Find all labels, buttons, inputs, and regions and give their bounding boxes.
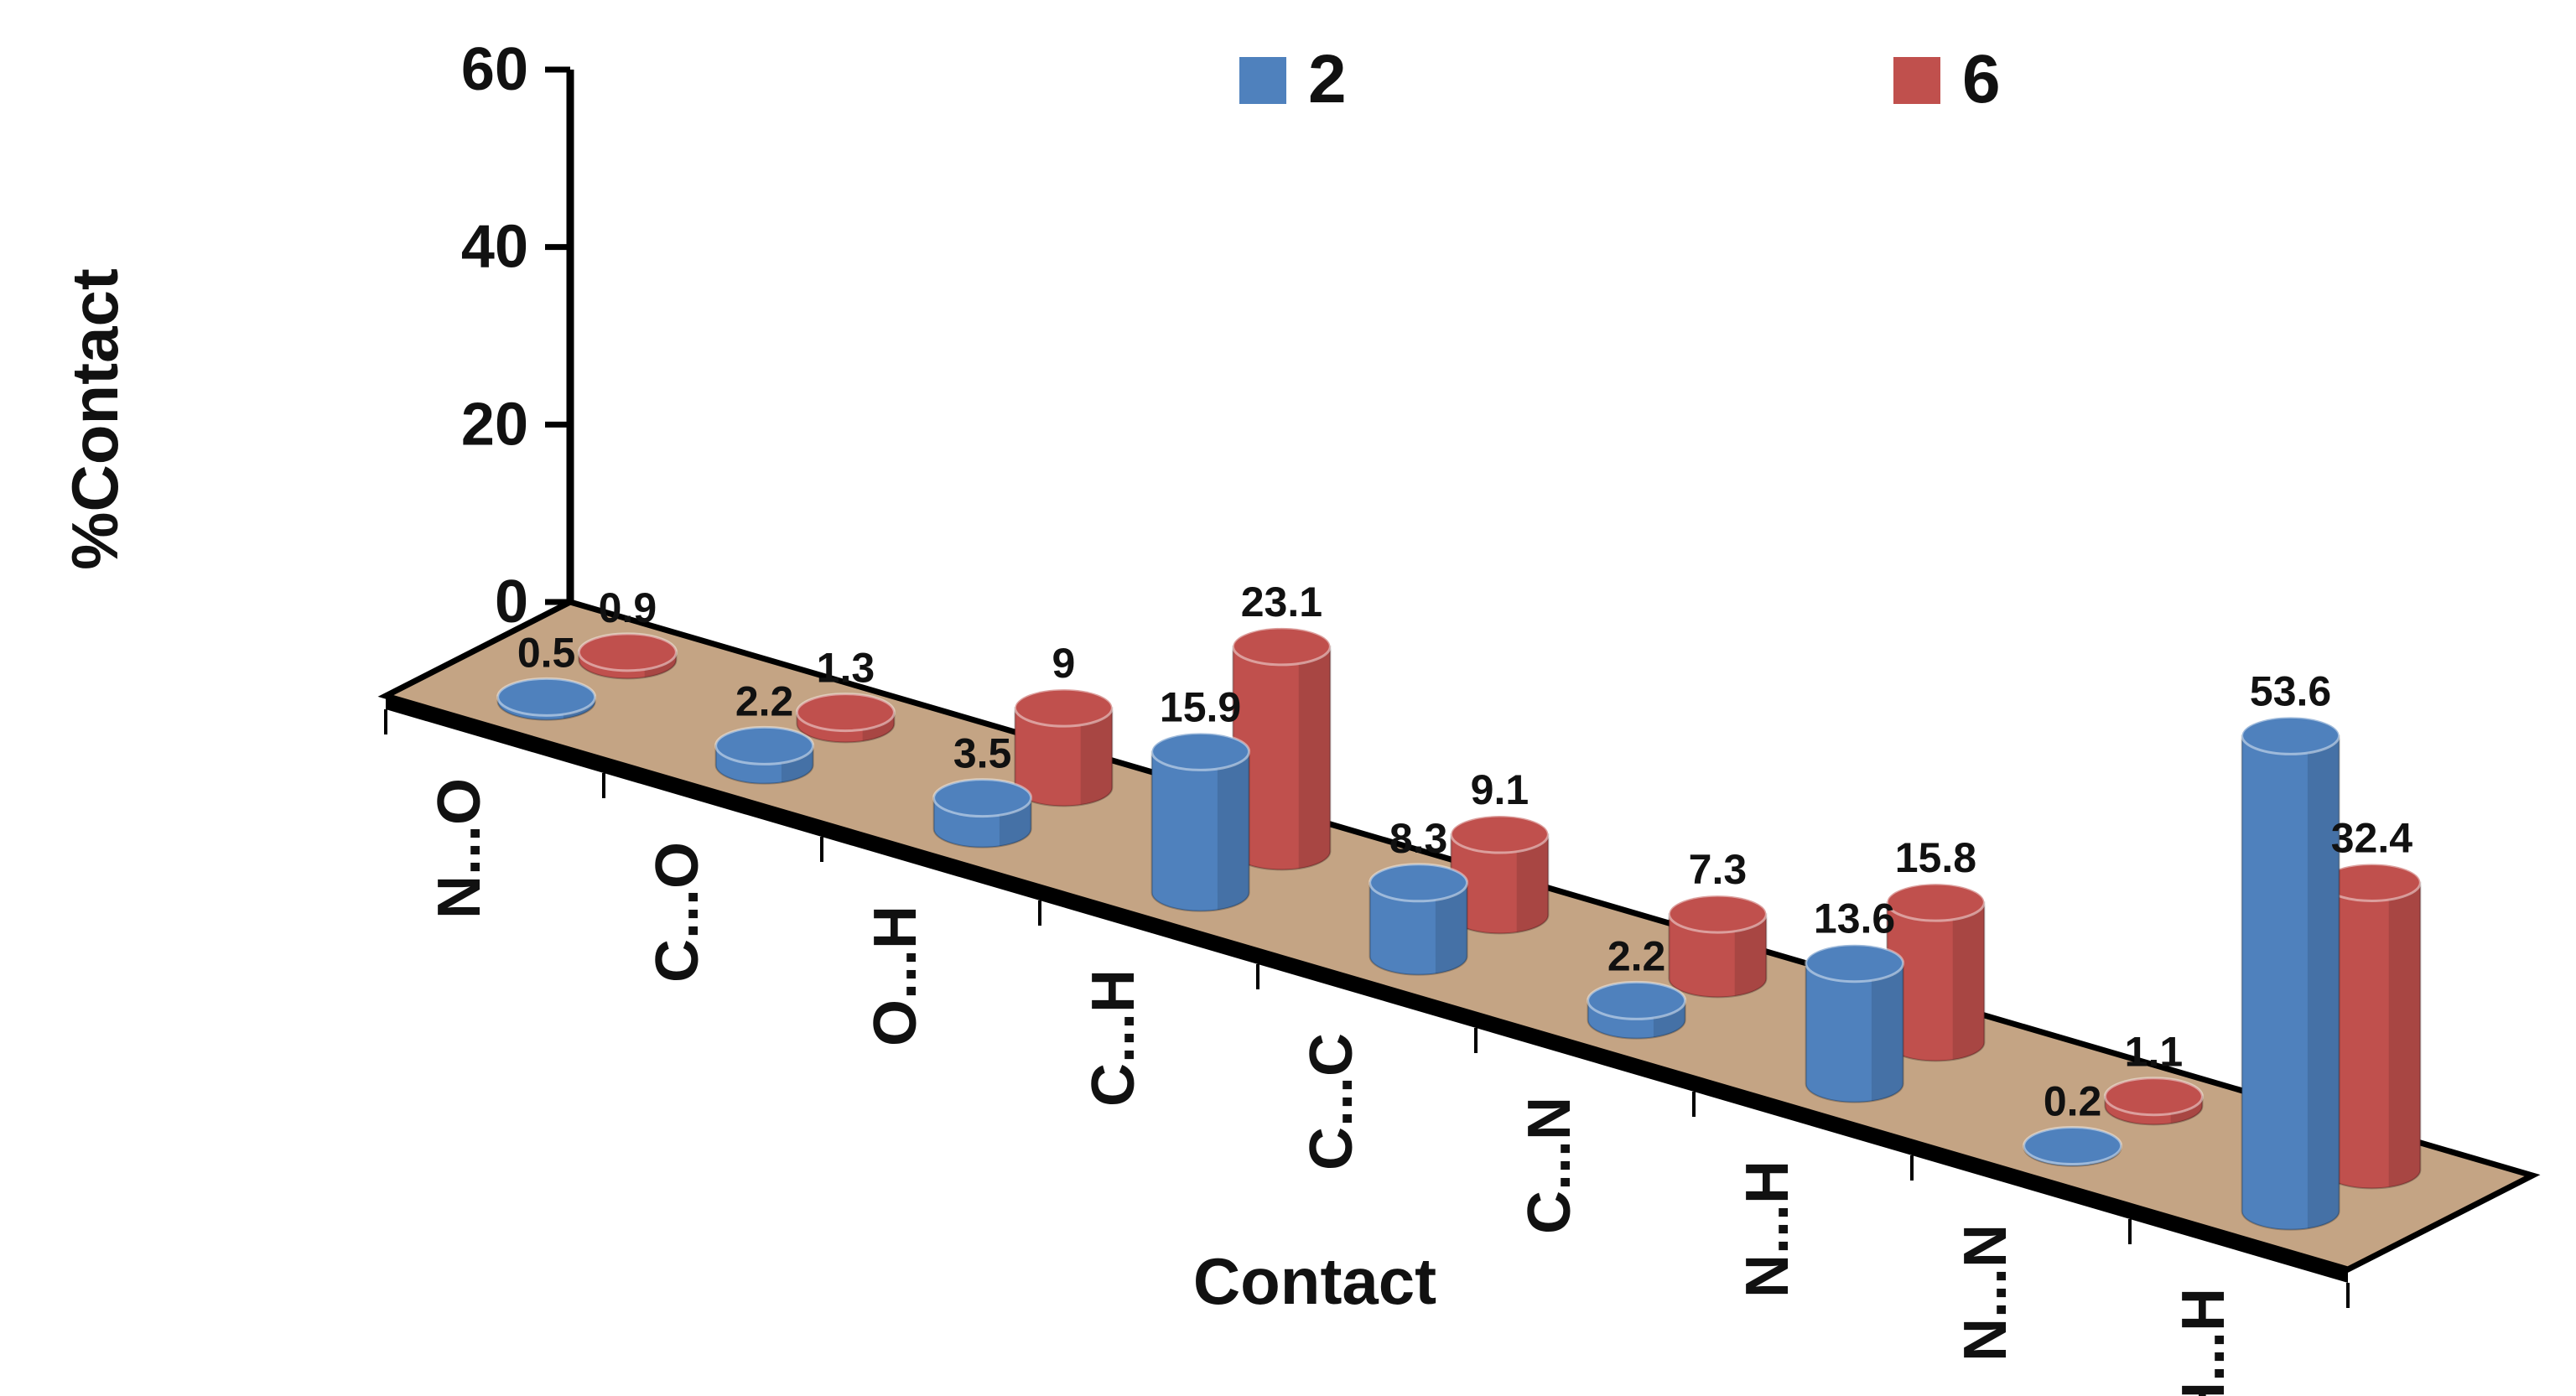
data-label-2-no: 0.5 bbox=[517, 629, 576, 676]
data-label-2-nn: 0.2 bbox=[2044, 1078, 2102, 1125]
bar-2-ch bbox=[1150, 731, 1251, 912]
bar-2-cn bbox=[1587, 980, 1687, 1040]
x-tick-label-nn: N...N bbox=[1952, 1224, 2019, 1362]
data-label-layer: 0.9 1.3 9 23.1 9.1 7.3 15.8 1.1 32.4 0.5 2.2 3.5 15.… bbox=[517, 579, 2412, 1125]
y-tick-label-40: 40 bbox=[461, 214, 528, 281]
bar-2-hh bbox=[2241, 715, 2341, 1231]
data-label-2-cn: 2.2 bbox=[1607, 932, 1666, 979]
bar-6-nn bbox=[2103, 1077, 2204, 1126]
legend-swatch-2 bbox=[1239, 57, 1286, 104]
legend: 2 6 bbox=[1239, 41, 2001, 117]
bar-2-co bbox=[714, 725, 815, 785]
bar-6-oh bbox=[1013, 688, 1114, 807]
x-tick-label-cn: C...N bbox=[1516, 1097, 1583, 1234]
x-axis-title: Contact bbox=[1193, 1244, 1436, 1318]
bar-2-cc bbox=[1368, 863, 1469, 976]
bar-2-no bbox=[496, 677, 597, 721]
legend-swatch-6 bbox=[1893, 57, 1940, 104]
data-label-6-ch: 23.1 bbox=[1241, 579, 1322, 625]
x-tick-label-co: C...O bbox=[644, 842, 711, 983]
x-tick-label-hh: H...H bbox=[2170, 1288, 2237, 1396]
data-label-2-co: 2.2 bbox=[735, 677, 794, 724]
bar-6-nh bbox=[1885, 882, 1986, 1062]
data-label-6-nn: 1.1 bbox=[2125, 1029, 2184, 1076]
y-tick-label-0: 0 bbox=[495, 568, 528, 636]
x-tick-label-ch: C...H bbox=[1080, 969, 1147, 1107]
bar-2-nh bbox=[1805, 943, 1905, 1103]
bar-6-no bbox=[577, 632, 678, 680]
data-label-2-nh: 13.6 bbox=[1814, 895, 1895, 942]
data-label-6-co: 1.3 bbox=[817, 645, 875, 692]
data-label-2-ch: 15.9 bbox=[1160, 683, 1241, 730]
data-label-6-oh: 9 bbox=[1052, 640, 1075, 687]
data-label-6-cc: 9.1 bbox=[1471, 766, 1530, 813]
bar-layer bbox=[496, 626, 2422, 1231]
bar-6-cn bbox=[1667, 894, 1768, 999]
chart-floor-edge bbox=[386, 696, 2348, 1283]
axis-layer: 0 20 40 60 N...O C...O O...H C...H C...C C...N N..… bbox=[384, 36, 2350, 1396]
y-tick-label-20: 20 bbox=[461, 391, 528, 458]
bar-6-co bbox=[795, 693, 896, 744]
y-tick-label-60: 60 bbox=[461, 36, 528, 103]
legend-label-6: 6 bbox=[1962, 41, 2001, 117]
bar-2-nn bbox=[2023, 1126, 2123, 1167]
data-label-6-no: 0.9 bbox=[599, 584, 657, 631]
data-label-2-oh: 3.5 bbox=[953, 730, 1012, 777]
data-label-2-cc: 8.3 bbox=[1389, 815, 1448, 862]
data-label-6-nh: 15.8 bbox=[1895, 834, 1976, 881]
bar-6-hh bbox=[2321, 862, 2422, 1190]
x-tick-label-oh: O...H bbox=[862, 906, 929, 1046]
x-tick-label-cc: C...C bbox=[1298, 1033, 1365, 1170]
x-tick-label-no: N...O bbox=[426, 778, 493, 919]
bar-6-ch bbox=[1231, 626, 1332, 871]
data-label-6-cn: 7.3 bbox=[1689, 846, 1748, 893]
bar-2-oh bbox=[932, 778, 1033, 848]
data-label-2-hh: 53.6 bbox=[2250, 667, 2331, 714]
legend-label-2: 2 bbox=[1308, 41, 1347, 117]
x-tick-label-nh: N...H bbox=[1734, 1160, 1801, 1298]
data-label-6-hh: 32.4 bbox=[2331, 814, 2413, 861]
y-axis-title: %Contact bbox=[58, 268, 132, 570]
